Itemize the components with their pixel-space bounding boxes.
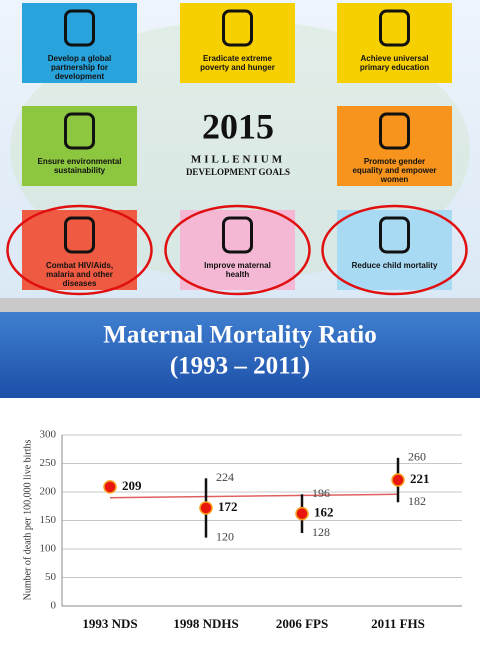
point: [295, 506, 309, 521]
goal-tile: [337, 3, 452, 83]
goal-icon: [379, 112, 410, 150]
y-tick-label: 150: [40, 514, 57, 526]
highlight-ring: [6, 204, 153, 296]
value-label: 221: [410, 471, 430, 486]
goal-icon: [222, 9, 253, 47]
goal-tile: [180, 210, 295, 290]
upper-label: 196: [312, 486, 330, 500]
x-tick-label: 1998 NDHS: [173, 616, 238, 631]
center-line1: MILLENIUM: [191, 154, 285, 166]
y-axis-label: Number of death per 100,000 live births: [22, 439, 33, 600]
lower-label: 182: [408, 494, 426, 508]
chart-subtitle: (1993 – 2011): [170, 353, 310, 380]
center-year: 2015: [202, 106, 274, 146]
goal-label: Develop a global partnership for developme…: [48, 54, 112, 81]
point: [103, 480, 117, 494]
goal-tile: [22, 3, 137, 83]
lower-label: 120: [216, 529, 234, 543]
x-tick-label: 2006 FPS: [276, 616, 328, 631]
highlight-ring: [164, 204, 311, 296]
value-label: 209: [122, 478, 142, 493]
y-tick-label: 100: [40, 543, 57, 555]
goal-label: Improve maternal health: [204, 261, 271, 279]
goal-label: Promote gender equality and empower women: [352, 157, 436, 184]
goal-icon: [64, 216, 95, 254]
point: [199, 501, 213, 515]
x-tick-label: 2011 FHS: [371, 616, 425, 631]
upper-label: 224: [216, 470, 234, 484]
goal-tile: [22, 210, 137, 290]
value-label: 162: [314, 505, 334, 520]
goal-tile: [22, 106, 137, 186]
value-label: 172: [218, 499, 238, 514]
point: [391, 473, 405, 487]
divider: [0, 298, 480, 312]
title-banner: [0, 312, 480, 398]
goal-icon: [64, 112, 95, 150]
goal-tile: [337, 210, 452, 290]
goal-label: Combat HIV/Aids, malaria and other disease…: [46, 261, 113, 288]
highlight-ring: [321, 204, 468, 296]
x-tick-label: 1993 NDS: [82, 616, 137, 631]
center-line2: DEVELOPMENT GOALS: [186, 167, 290, 177]
trend-line: [109, 493, 399, 499]
y-tick-label: 200: [40, 486, 57, 498]
goal-tile: [180, 3, 295, 83]
goal-icon: [64, 9, 95, 47]
goal-label: Eradicate extreme poverty and hunger: [200, 54, 275, 72]
goal-icon: [222, 216, 253, 254]
goal-icon: [379, 9, 410, 47]
lower-label: 128: [312, 525, 330, 539]
upper-label: 260: [408, 450, 426, 464]
y-tick-label: 250: [40, 457, 57, 469]
y-tick-label: 0: [51, 600, 57, 612]
goal-label: Reduce child mortality: [352, 261, 438, 270]
goal-tile: [337, 106, 452, 186]
chart-title: Maternal Mortality Ratio: [103, 322, 377, 349]
goal-icon: [379, 216, 410, 254]
goal-label: Achieve universal primary education: [360, 54, 429, 72]
goal-label: Ensure environmental sustainability: [37, 157, 121, 175]
y-tick-label: 300: [40, 429, 57, 441]
y-tick-label: 50: [45, 571, 57, 583]
